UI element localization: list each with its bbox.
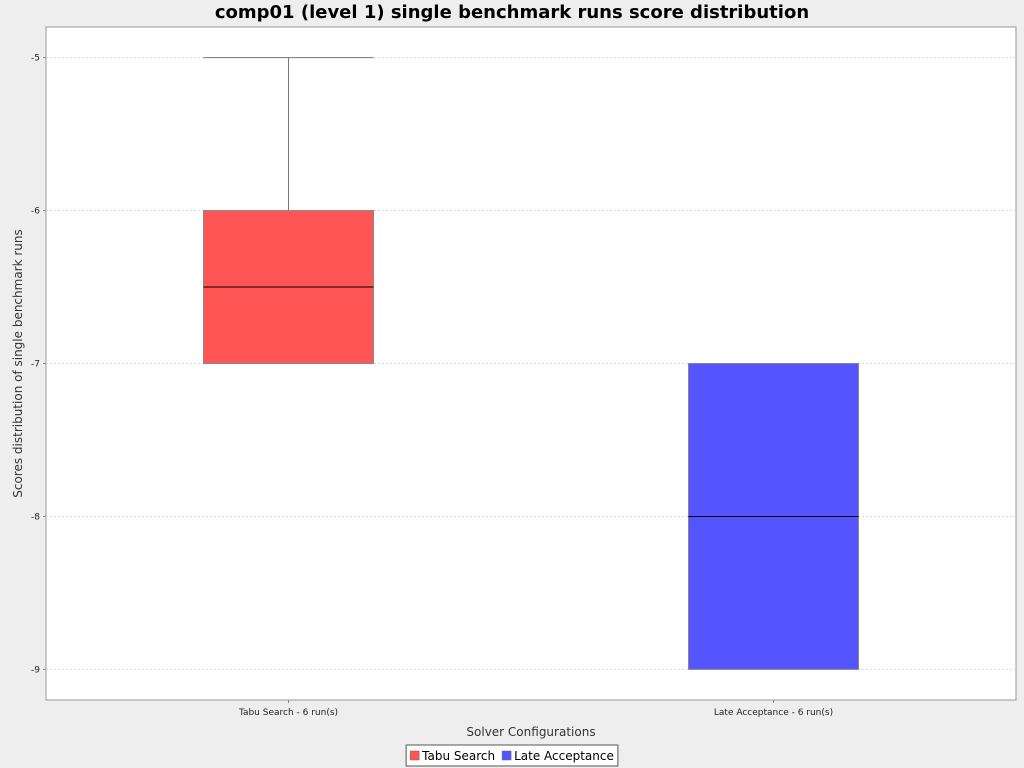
y-tick-label: -9 [31,665,40,675]
y-tick-label: -7 [31,360,40,370]
box-1 [688,363,859,670]
y-tick-label: -6 [31,207,40,217]
y-tick-label: -5 [31,54,40,64]
legend: Tabu Search Late Acceptance [405,744,619,767]
x-axis-categories: Tabu Search - 6 run(s) Late Acceptance - … [238,700,833,718]
y-axis-ticks: -5 -6 -7 -8 -9 [31,54,46,675]
box-0 [203,57,374,364]
legend-frame [405,744,619,767]
x-category-label: Tabu Search - 6 run(s) [238,708,338,718]
y-axis-label: Scores distribution of single benchmark … [11,229,25,498]
legend-swatch [501,750,512,761]
x-category-label: Late Acceptance - 6 run(s) [714,708,833,718]
box-series [203,57,859,670]
legend-item-label: Tabu Search [421,749,495,763]
legend-swatch [409,750,420,761]
x-axis-label: Solver Configurations [466,725,595,739]
y-tick-label: -8 [31,512,40,522]
legend-item-label: Late Acceptance [514,749,614,763]
chart-title: comp01 (level 1) single benchmark runs s… [215,2,809,23]
